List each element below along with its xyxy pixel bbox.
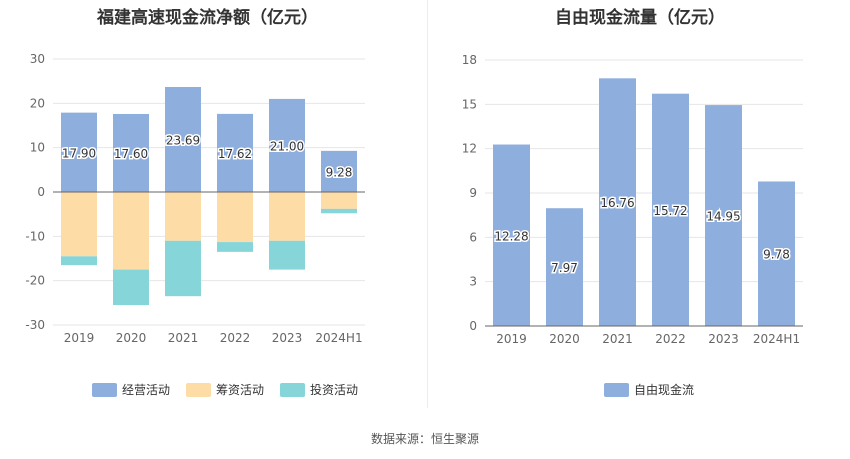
- cashflow-stacked-bar-chart: 30 20 10 0 -10 -20 -30 2019 2020 2021 2022 2023 2024…: [25, 52, 365, 397]
- y-tick-label: 30: [30, 52, 45, 66]
- legend-label: 自由现金流: [634, 382, 694, 397]
- bar: [61, 256, 97, 266]
- y-tick-label: 18: [462, 53, 477, 67]
- data-label: 17.60: [114, 147, 148, 161]
- bar: [61, 112, 97, 192]
- data-label: 7.97: [551, 261, 578, 275]
- x-tick-label: 2024H1: [753, 332, 800, 346]
- chart-divider: [427, 0, 428, 408]
- legend-swatch: [92, 383, 117, 397]
- data-label: 17.62: [218, 147, 252, 161]
- data-label: 17.90: [62, 146, 96, 160]
- x-tick-label: 2019: [496, 332, 527, 346]
- y-tick-label: -10: [25, 229, 45, 243]
- bar: [269, 192, 305, 241]
- bar: [165, 240, 201, 297]
- x-tick-label: 2020: [549, 332, 580, 346]
- data-label: 15.72: [653, 204, 687, 218]
- bar: [758, 181, 795, 326]
- y-tick-label: 0: [37, 185, 45, 199]
- x-tick-label: 2022: [220, 331, 251, 345]
- data-label: 14.95: [706, 210, 740, 224]
- legend-label: 经营活动: [122, 383, 170, 397]
- bar: [165, 86, 201, 192]
- y-tick-label: -30: [25, 318, 45, 332]
- y-tick-label: 20: [30, 96, 45, 110]
- bar: [113, 113, 149, 192]
- data-label: 9.28: [326, 165, 353, 179]
- y-tick-label: 3: [469, 275, 477, 289]
- right-chart-title: 自由现金流量（亿元）: [555, 8, 725, 28]
- bar: [705, 105, 742, 326]
- free-cashflow-bar-chart: 18 15 12 9 6 3 0 2019 2020 2021 2022 2023 2024H1 12.2…: [462, 53, 803, 397]
- x-tick-label: 2021: [602, 332, 633, 346]
- data-label: 21.00: [270, 139, 304, 153]
- y-tick-label: 6: [469, 230, 477, 244]
- y-tick-label: 0: [469, 319, 477, 333]
- y-tick-label: 15: [462, 97, 477, 111]
- x-tick-label: 2024H1: [315, 331, 362, 345]
- y-tick-label: 9: [469, 186, 477, 200]
- x-tick-label: 2019: [64, 331, 95, 345]
- bar: [321, 208, 357, 214]
- bar: [217, 113, 253, 192]
- x-tick-label: 2020: [116, 331, 147, 345]
- data-label: 12.28: [494, 229, 528, 243]
- bar: [113, 269, 149, 306]
- bar: [113, 192, 149, 270]
- data-label: 16.76: [600, 196, 634, 210]
- y-tick-label: -20: [25, 274, 45, 288]
- x-tick-label: 2023: [708, 332, 739, 346]
- y-tick-label: 12: [462, 142, 477, 156]
- x-tick-label: 2022: [655, 332, 686, 346]
- bar: [321, 192, 357, 209]
- bar: [217, 242, 253, 252]
- y-tick-label: 10: [30, 141, 45, 155]
- data-label: 9.78: [763, 248, 790, 262]
- bar: [493, 144, 530, 326]
- legend-swatch: [604, 383, 629, 397]
- bar: [599, 78, 636, 326]
- bar: [652, 93, 689, 327]
- legend-swatch: [280, 383, 305, 397]
- bar: [546, 208, 583, 326]
- bar: [321, 150, 357, 192]
- x-tick-label: 2021: [168, 331, 199, 345]
- bar: [61, 192, 97, 257]
- legend-label: 筹资活动: [216, 383, 264, 397]
- bar: [217, 192, 253, 243]
- legend-label: 投资活动: [310, 382, 358, 397]
- x-tick-label: 2023: [272, 331, 303, 345]
- left-chart-title: 福建高速现金流净额（亿元）: [97, 8, 318, 28]
- bar: [269, 240, 305, 270]
- data-source-note: 数据来源：恒生聚源: [370, 432, 479, 446]
- data-label: 23.69: [166, 133, 200, 147]
- legend-swatch: [186, 383, 211, 397]
- bar: [269, 98, 305, 192]
- bar: [165, 192, 201, 241]
